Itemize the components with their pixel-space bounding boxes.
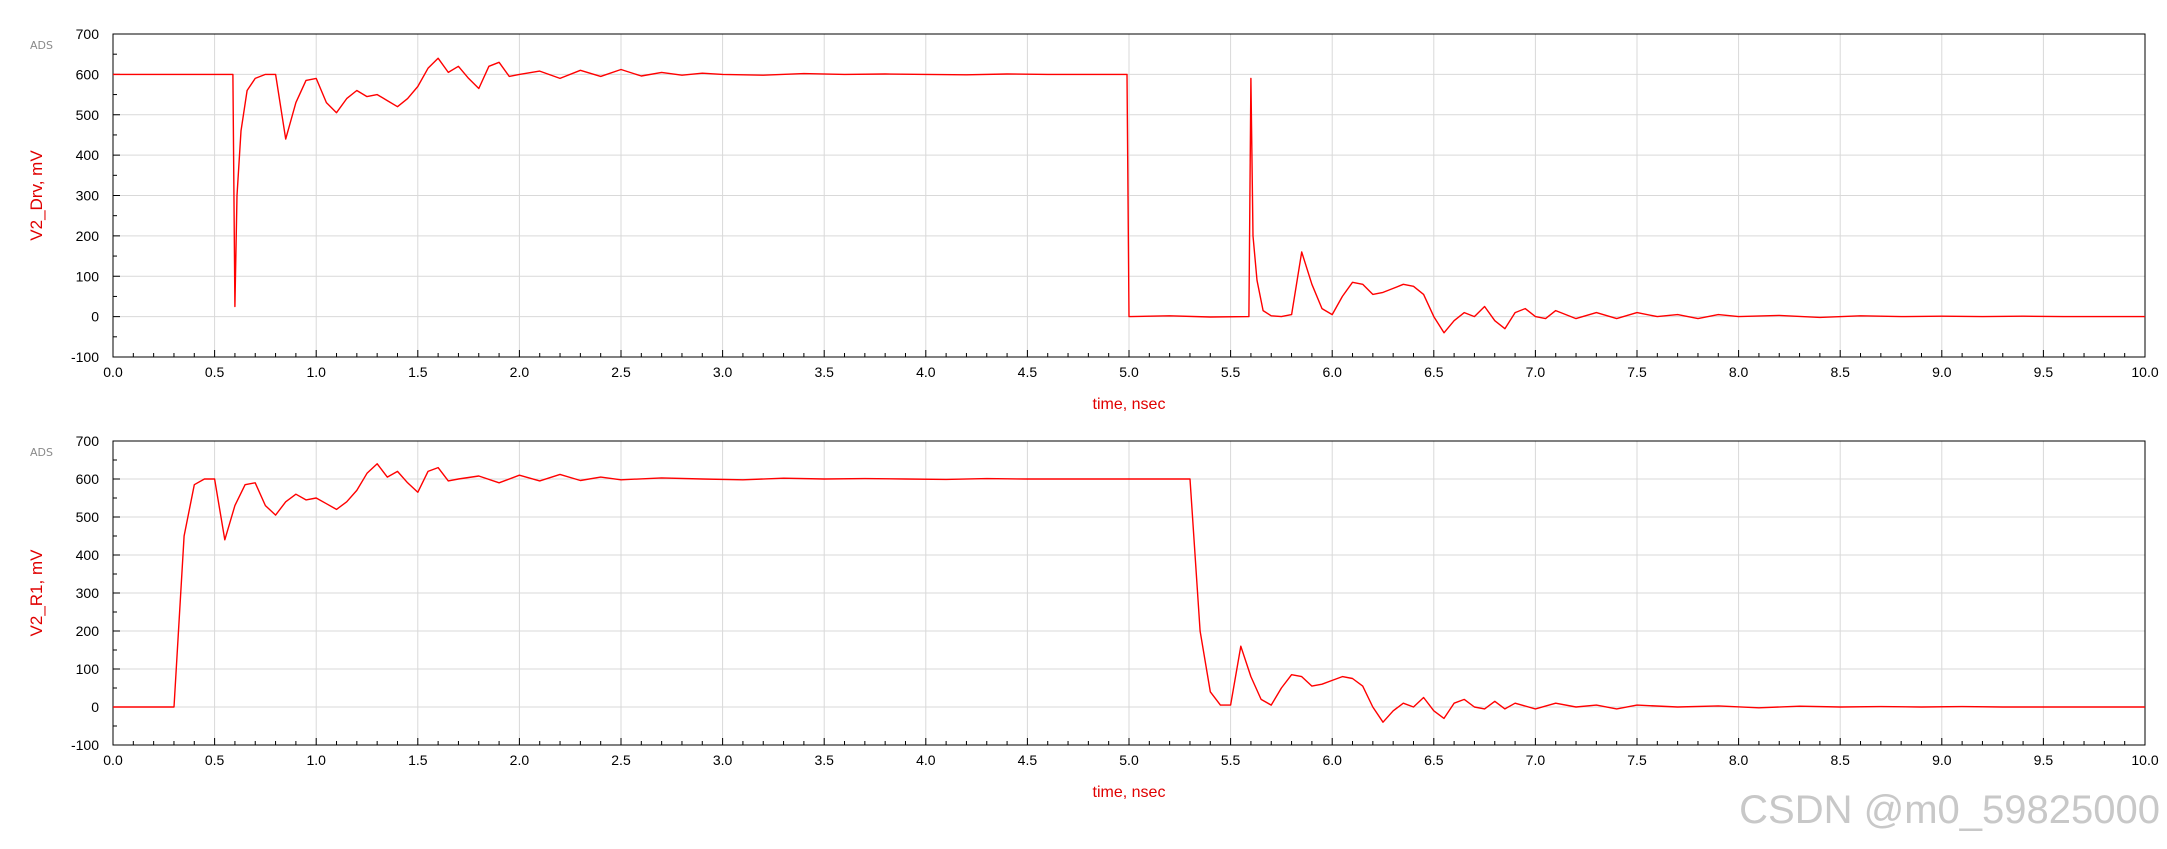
y-tick-label: 500: [76, 509, 100, 525]
x-tick-label: 1.0: [306, 752, 326, 768]
x-tick-label: 0.5: [205, 752, 225, 768]
x-tick-label: 5.0: [1119, 752, 1139, 768]
x-tick-label: 4.5: [1018, 752, 1038, 768]
plot-frame: [112, 440, 2146, 746]
y-tick-label: 400: [76, 147, 100, 163]
x-tick-label: 5.5: [1221, 364, 1241, 380]
y-axis-label: V2_Drv, mV: [27, 150, 46, 241]
x-tick-label: 3.0: [713, 752, 733, 768]
y-tick-label: 100: [76, 661, 100, 677]
x-tick-label: 6.0: [1322, 752, 1342, 768]
x-tick-label: 0.0: [103, 364, 123, 380]
x-tick-label: 3.5: [814, 752, 834, 768]
x-tick-label: 10.0: [2131, 364, 2158, 380]
x-tick-label: 8.5: [1830, 752, 1850, 768]
y-axis-label: V2_R1, mV: [27, 549, 46, 637]
x-tick-label: 2.5: [611, 752, 631, 768]
x-tick-label: 7.5: [1627, 752, 1647, 768]
watermark-text: CSDN @m0_59825000: [1739, 788, 2160, 832]
y-tick-label: 300: [76, 188, 100, 204]
y-tick-label: 0: [91, 309, 99, 325]
x-tick-label: 1.0: [306, 364, 326, 380]
x-tick-label: 6.5: [1424, 364, 1444, 380]
y-tick-label: 0: [91, 699, 99, 715]
x-tick-label: 10.0: [2131, 752, 2158, 768]
y-tick-label: 700: [76, 433, 100, 449]
y-tick-label: -100: [71, 737, 99, 753]
x-tick-label: 4.0: [916, 364, 936, 380]
x-tick-label: 3.5: [814, 364, 834, 380]
x-tick-label: 6.5: [1424, 752, 1444, 768]
x-tick-label: 7.0: [1526, 364, 1546, 380]
x-tick-label: 9.5: [2034, 364, 2054, 380]
y-tick-label: 700: [76, 26, 100, 42]
x-tick-label: 7.5: [1627, 364, 1647, 380]
x-tick-label: 2.0: [510, 364, 530, 380]
y-tick-label: 600: [76, 471, 100, 487]
series-line-1: [113, 463, 2145, 723]
y-tick-label: -100: [71, 349, 99, 365]
ads-badge: ADS: [30, 39, 53, 52]
x-tick-label: 8.5: [1830, 364, 1850, 380]
x-tick-label: 1.5: [408, 752, 428, 768]
y-tick-label: 100: [76, 268, 100, 284]
x-tick-label: 6.0: [1322, 364, 1342, 380]
plot-frame: [112, 33, 2146, 358]
x-tick-label: 3.0: [713, 364, 733, 380]
y-tick-label: 600: [76, 66, 100, 82]
x-tick-label: 4.0: [916, 752, 936, 768]
x-axis-label: time, nsec: [1093, 784, 1166, 801]
series-line-1: [113, 57, 2145, 334]
x-tick-label: 8.0: [1729, 752, 1749, 768]
x-tick-label: 9.0: [1932, 752, 1952, 768]
x-tick-label: 1.5: [408, 364, 428, 380]
x-tick-label: 2.5: [611, 364, 631, 380]
x-tick-label: 5.5: [1221, 752, 1241, 768]
x-tick-label: 0.0: [103, 752, 123, 768]
x-tick-label: 5.0: [1119, 364, 1139, 380]
x-axis-label: time, nsec: [1093, 396, 1166, 413]
x-tick-label: 4.5: [1018, 364, 1038, 380]
chart-panel-1: 0.0 0.5 1.0 1.5 2.0 2.5 3.0 3.5 4.0 4.5 5.0 5.5 6.0 6…: [27, 26, 2159, 413]
x-tick-label: 9.5: [2034, 752, 2054, 768]
x-tick-label: 8.0: [1729, 364, 1749, 380]
y-tick-label: 400: [76, 547, 100, 563]
ads-badge: ADS: [30, 446, 53, 459]
y-tick-label: 200: [76, 623, 100, 639]
y-tick-label: 300: [76, 585, 100, 601]
y-tick-label: 200: [76, 228, 100, 244]
chart-panel-2: 0.0 0.5 1.0 1.5 2.0 2.5 3.0 3.5 4.0 4.5 5.0 5.5 6.0 6…: [27, 433, 2159, 801]
x-tick-label: 0.5: [205, 364, 225, 380]
y-tick-label: 500: [76, 107, 100, 123]
x-tick-label: 9.0: [1932, 364, 1952, 380]
x-tick-label: 2.0: [510, 752, 530, 768]
x-tick-label: 7.0: [1526, 752, 1546, 768]
